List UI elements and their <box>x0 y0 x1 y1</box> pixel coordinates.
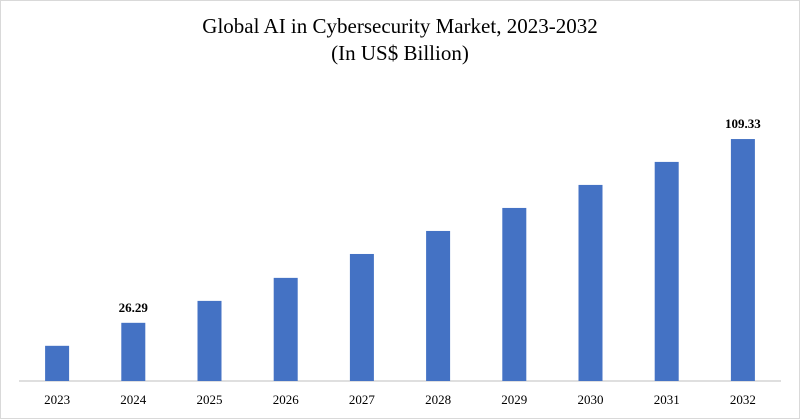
x-tick-label: 2027 <box>349 392 376 407</box>
x-tick-label: 2028 <box>425 392 451 407</box>
x-tick-label: 2023 <box>44 392 70 407</box>
x-tick-label: 2026 <box>273 392 300 407</box>
chart-subtitle: (In US$ Billion) <box>331 41 469 65</box>
bar <box>730 139 755 381</box>
x-tick-label: 2029 <box>501 392 527 407</box>
x-tick-label: 2031 <box>654 392 680 407</box>
x-tick-label: 2030 <box>578 392 604 407</box>
bar <box>654 161 679 381</box>
bar <box>349 253 374 381</box>
value-label: 109.33 <box>725 116 761 131</box>
bar <box>578 184 603 381</box>
bar <box>426 230 451 381</box>
bar <box>197 300 222 381</box>
value-label: 26.29 <box>119 300 149 315</box>
bar <box>45 345 70 381</box>
chart-title: Global AI in Cybersecurity Market, 2023-… <box>202 14 597 38</box>
x-tick-label: 2024 <box>120 392 147 407</box>
x-tick-label: 2032 <box>730 392 756 407</box>
bar <box>273 277 298 381</box>
x-tick-label: 2025 <box>197 392 223 407</box>
bar <box>502 207 527 381</box>
bar <box>121 322 146 381</box>
